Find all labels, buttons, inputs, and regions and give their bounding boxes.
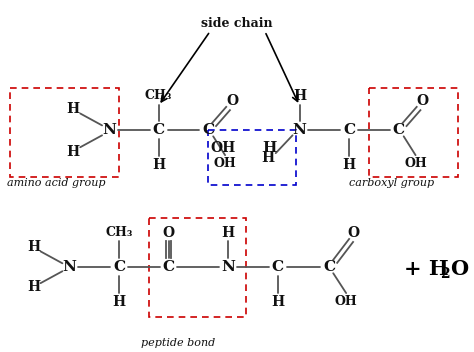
Text: O: O xyxy=(226,94,238,108)
Text: CH₃: CH₃ xyxy=(105,226,133,239)
Text: C: C xyxy=(202,123,214,137)
Text: O: O xyxy=(450,259,468,279)
Text: N: N xyxy=(102,123,116,137)
Text: C: C xyxy=(153,123,164,137)
Bar xyxy=(369,88,458,177)
Text: C: C xyxy=(323,260,335,274)
Text: H: H xyxy=(293,89,306,103)
Text: OH: OH xyxy=(210,141,236,155)
Text: H: H xyxy=(343,158,356,172)
Text: peptide bond: peptide bond xyxy=(141,338,216,348)
Text: H: H xyxy=(271,295,284,309)
Text: C: C xyxy=(113,260,125,274)
Text: OH: OH xyxy=(335,295,357,308)
Text: H: H xyxy=(152,158,165,172)
Text: O: O xyxy=(163,226,174,240)
Text: O: O xyxy=(417,94,428,108)
Text: H: H xyxy=(27,280,40,294)
Text: O: O xyxy=(347,226,359,240)
Text: N: N xyxy=(221,260,235,274)
Text: H: H xyxy=(221,226,235,240)
Text: 2: 2 xyxy=(440,267,450,281)
Text: H: H xyxy=(27,240,40,254)
Text: side chain: side chain xyxy=(201,17,273,30)
Text: OH: OH xyxy=(214,157,237,170)
Bar xyxy=(208,130,295,185)
Text: + H: + H xyxy=(404,259,448,279)
Bar xyxy=(149,218,246,317)
Text: H: H xyxy=(263,141,277,155)
Text: OH: OH xyxy=(404,157,427,170)
Text: H: H xyxy=(67,145,80,159)
Text: N: N xyxy=(292,123,306,137)
Text: C: C xyxy=(163,260,174,274)
Text: CH₃: CH₃ xyxy=(145,89,173,102)
Text: N: N xyxy=(63,260,76,274)
Text: C: C xyxy=(272,260,284,274)
Bar xyxy=(10,88,119,177)
Text: H: H xyxy=(112,295,126,309)
Text: C: C xyxy=(343,123,355,137)
Text: H: H xyxy=(67,101,80,115)
Text: carboxyl group: carboxyl group xyxy=(349,178,434,188)
Text: H: H xyxy=(261,151,274,165)
Text: C: C xyxy=(392,123,405,137)
Text: amino acid group: amino acid group xyxy=(7,178,105,188)
